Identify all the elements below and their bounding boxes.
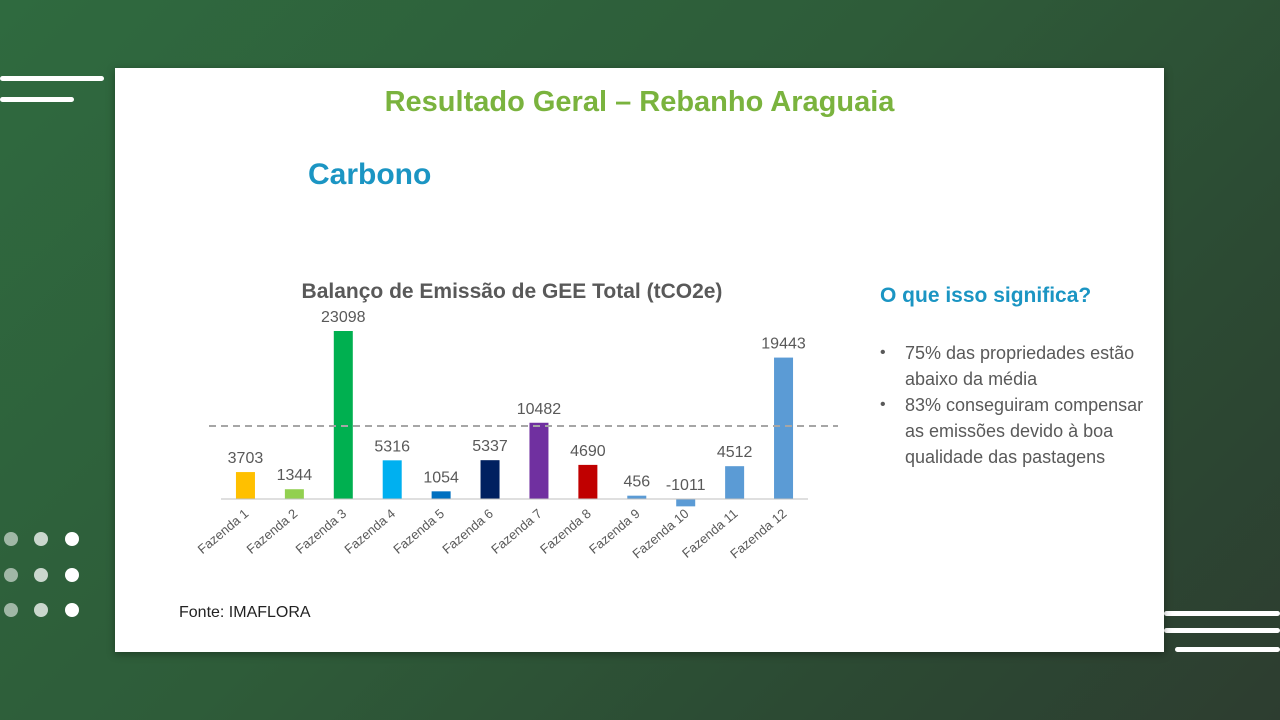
decorative-dot: [4, 568, 18, 582]
slide-title: Resultado Geral – Rebanho Araguaia: [384, 86, 895, 118]
bar-chart: Balanço de Emissão de GEE Total (tCO2e) 3…: [195, 280, 838, 561]
bar: [676, 499, 696, 507]
bar: [578, 464, 598, 499]
bar: [284, 489, 304, 499]
category-tick-label: Fazenda 2: [244, 506, 301, 557]
decorative-line: [0, 97, 74, 102]
category-tick-label: Fazenda 3: [293, 506, 350, 557]
decorative-dot: [65, 532, 79, 546]
bar: [774, 357, 794, 499]
slide: Resultado Geral – Rebanho Araguaia Carbo…: [115, 68, 1164, 652]
data-label: 1054: [423, 469, 459, 486]
bullet-item: 75% das propriedades estão abaixo da méd…: [880, 340, 1150, 392]
data-label: 456: [623, 474, 650, 491]
decorative-dot: [65, 603, 79, 617]
bar: [382, 460, 402, 499]
side-panel-heading: O que isso significa?: [880, 284, 1092, 307]
bar: [480, 460, 500, 499]
decorative-line: [1164, 628, 1280, 633]
decorative-line: [1175, 647, 1280, 652]
category-tick-label: Fazenda 7: [488, 506, 545, 557]
source-note: Fonte: IMAFLORA: [179, 604, 311, 621]
bar: [725, 466, 745, 499]
bullet-item: 83% conseguiram compensar as emissões de…: [880, 392, 1150, 470]
data-label: 3703: [228, 450, 264, 467]
bar: [529, 422, 549, 499]
category-tick-label: Fazenda 4: [341, 506, 398, 557]
data-label: 5337: [472, 438, 508, 455]
category-tick-label: Fazenda 8: [537, 506, 594, 557]
data-label: 5316: [374, 438, 410, 455]
data-label: 4690: [570, 443, 606, 460]
decorative-dot: [34, 532, 48, 546]
data-label: 1344: [277, 467, 313, 484]
decorative-dot: [34, 568, 48, 582]
decorative-dot: [34, 603, 48, 617]
data-label: 23098: [321, 309, 366, 326]
bar: [333, 331, 353, 499]
decorative-dot: [4, 532, 18, 546]
decorative-line: [0, 76, 104, 81]
side-panel-bullets: 75% das propriedades estão abaixo da méd…: [880, 340, 1150, 470]
decorative-dot: [65, 568, 79, 582]
bar: [431, 491, 451, 499]
chart-title: Balanço de Emissão de GEE Total (tCO2e): [302, 280, 723, 303]
category-tick-label: Fazenda 5: [390, 506, 447, 557]
decorative-line: [1164, 611, 1280, 616]
data-label: 4512: [717, 444, 753, 461]
category-tick-label: Fazenda 6: [439, 506, 496, 557]
data-label: 10482: [517, 401, 562, 418]
data-label: 19443: [761, 336, 806, 353]
bar: [235, 472, 255, 499]
data-label: -1011: [666, 477, 706, 494]
bar: [627, 495, 647, 499]
section-title: Carbono: [308, 158, 432, 191]
decorative-dot: [4, 603, 18, 617]
category-tick-label: Fazenda 1: [195, 506, 252, 557]
